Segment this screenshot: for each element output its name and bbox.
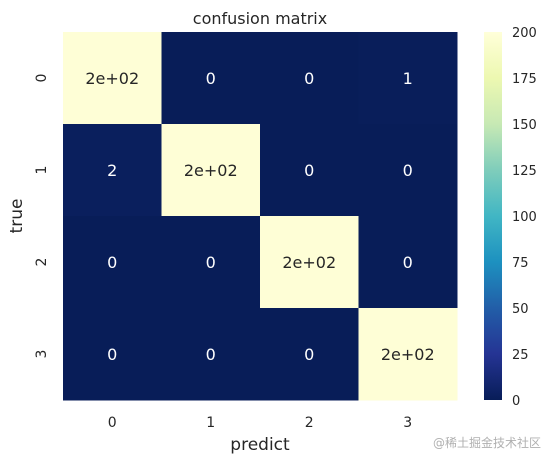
heatmap-cells: 2e+02 0 0 1 2 2e+02 0 0 0 0 2e+02 0 0 0 0 2e+02 bbox=[63, 32, 458, 401]
colorbar-tick-label: 100 bbox=[512, 210, 537, 225]
cell-value-label: 2e+02 bbox=[184, 161, 238, 180]
heatmap-cell bbox=[358, 124, 458, 217]
cell-value-label: 0 bbox=[403, 161, 413, 180]
colorbar-tick-label: 50 bbox=[512, 302, 529, 317]
heatmap-cell bbox=[63, 32, 162, 125]
heatmap-cell bbox=[63, 124, 162, 217]
heatmap-cell bbox=[260, 32, 359, 125]
y-tick-label: 3 bbox=[34, 350, 50, 359]
watermark: @稀土掘金技术社区 bbox=[433, 435, 541, 450]
y-tick-label: 2 bbox=[34, 258, 50, 267]
colorbar-tick-label: 175 bbox=[512, 72, 537, 87]
cell-value-label: 0 bbox=[107, 253, 117, 272]
colorbar-tick-label: 75 bbox=[512, 256, 529, 271]
heatmap-cell bbox=[260, 308, 359, 401]
colorbar bbox=[484, 32, 502, 400]
heatmap-cell bbox=[358, 216, 458, 309]
x-tick-label: 1 bbox=[206, 415, 215, 431]
cell-value-label: 2e+02 bbox=[381, 345, 435, 364]
x-axis-label: predict bbox=[230, 435, 290, 455]
cell-value-label: 0 bbox=[206, 345, 216, 364]
heatmap-cell bbox=[161, 216, 261, 309]
cell-value-label: 0 bbox=[304, 69, 314, 88]
heatmap-cell bbox=[161, 124, 261, 217]
cell-value-label: 0 bbox=[304, 161, 314, 180]
heatmap-cell bbox=[260, 124, 359, 217]
x-tick-label: 3 bbox=[403, 415, 412, 431]
colorbar-tick-labels: 0 25 50 75 100 125 150 175 200 bbox=[512, 26, 537, 409]
cell-value-label: 0 bbox=[304, 345, 314, 364]
heatmap-cell bbox=[358, 308, 458, 401]
colorbar-tick-label: 150 bbox=[512, 118, 537, 133]
chart-title: confusion matrix bbox=[193, 9, 327, 28]
cell-value-label: 1 bbox=[403, 69, 413, 88]
cell-value-label: 2 bbox=[107, 161, 117, 180]
cell-value-label: 0 bbox=[107, 345, 117, 364]
y-axis-label: true bbox=[7, 199, 27, 234]
heatmap-cell bbox=[161, 308, 261, 401]
y-tick-label: 0 bbox=[34, 74, 50, 83]
colorbar-tick-label: 200 bbox=[512, 26, 537, 41]
colorbar-tick-label: 25 bbox=[512, 348, 529, 363]
heatmap-cell bbox=[260, 216, 359, 309]
heatmap-cell bbox=[63, 216, 162, 309]
cell-value-label: 2e+02 bbox=[85, 69, 139, 88]
cell-value-label: 0 bbox=[206, 69, 216, 88]
y-tick-labels: 0 1 2 3 bbox=[34, 74, 50, 359]
cell-value-label: 0 bbox=[206, 253, 216, 272]
x-tick-label: 0 bbox=[108, 415, 117, 431]
x-tick-label: 2 bbox=[305, 415, 314, 431]
y-tick-label: 1 bbox=[34, 166, 50, 175]
cell-value-label: 2e+02 bbox=[282, 253, 336, 272]
colorbar-tick-label: 0 bbox=[512, 394, 520, 409]
colorbar-tick-label: 125 bbox=[512, 164, 537, 179]
heatmap-cell bbox=[63, 308, 162, 401]
heatmap-cell bbox=[358, 32, 458, 125]
cell-value-label: 0 bbox=[403, 253, 413, 272]
heatmap-cell bbox=[161, 32, 261, 125]
x-tick-labels: 0 1 2 3 bbox=[108, 415, 412, 431]
